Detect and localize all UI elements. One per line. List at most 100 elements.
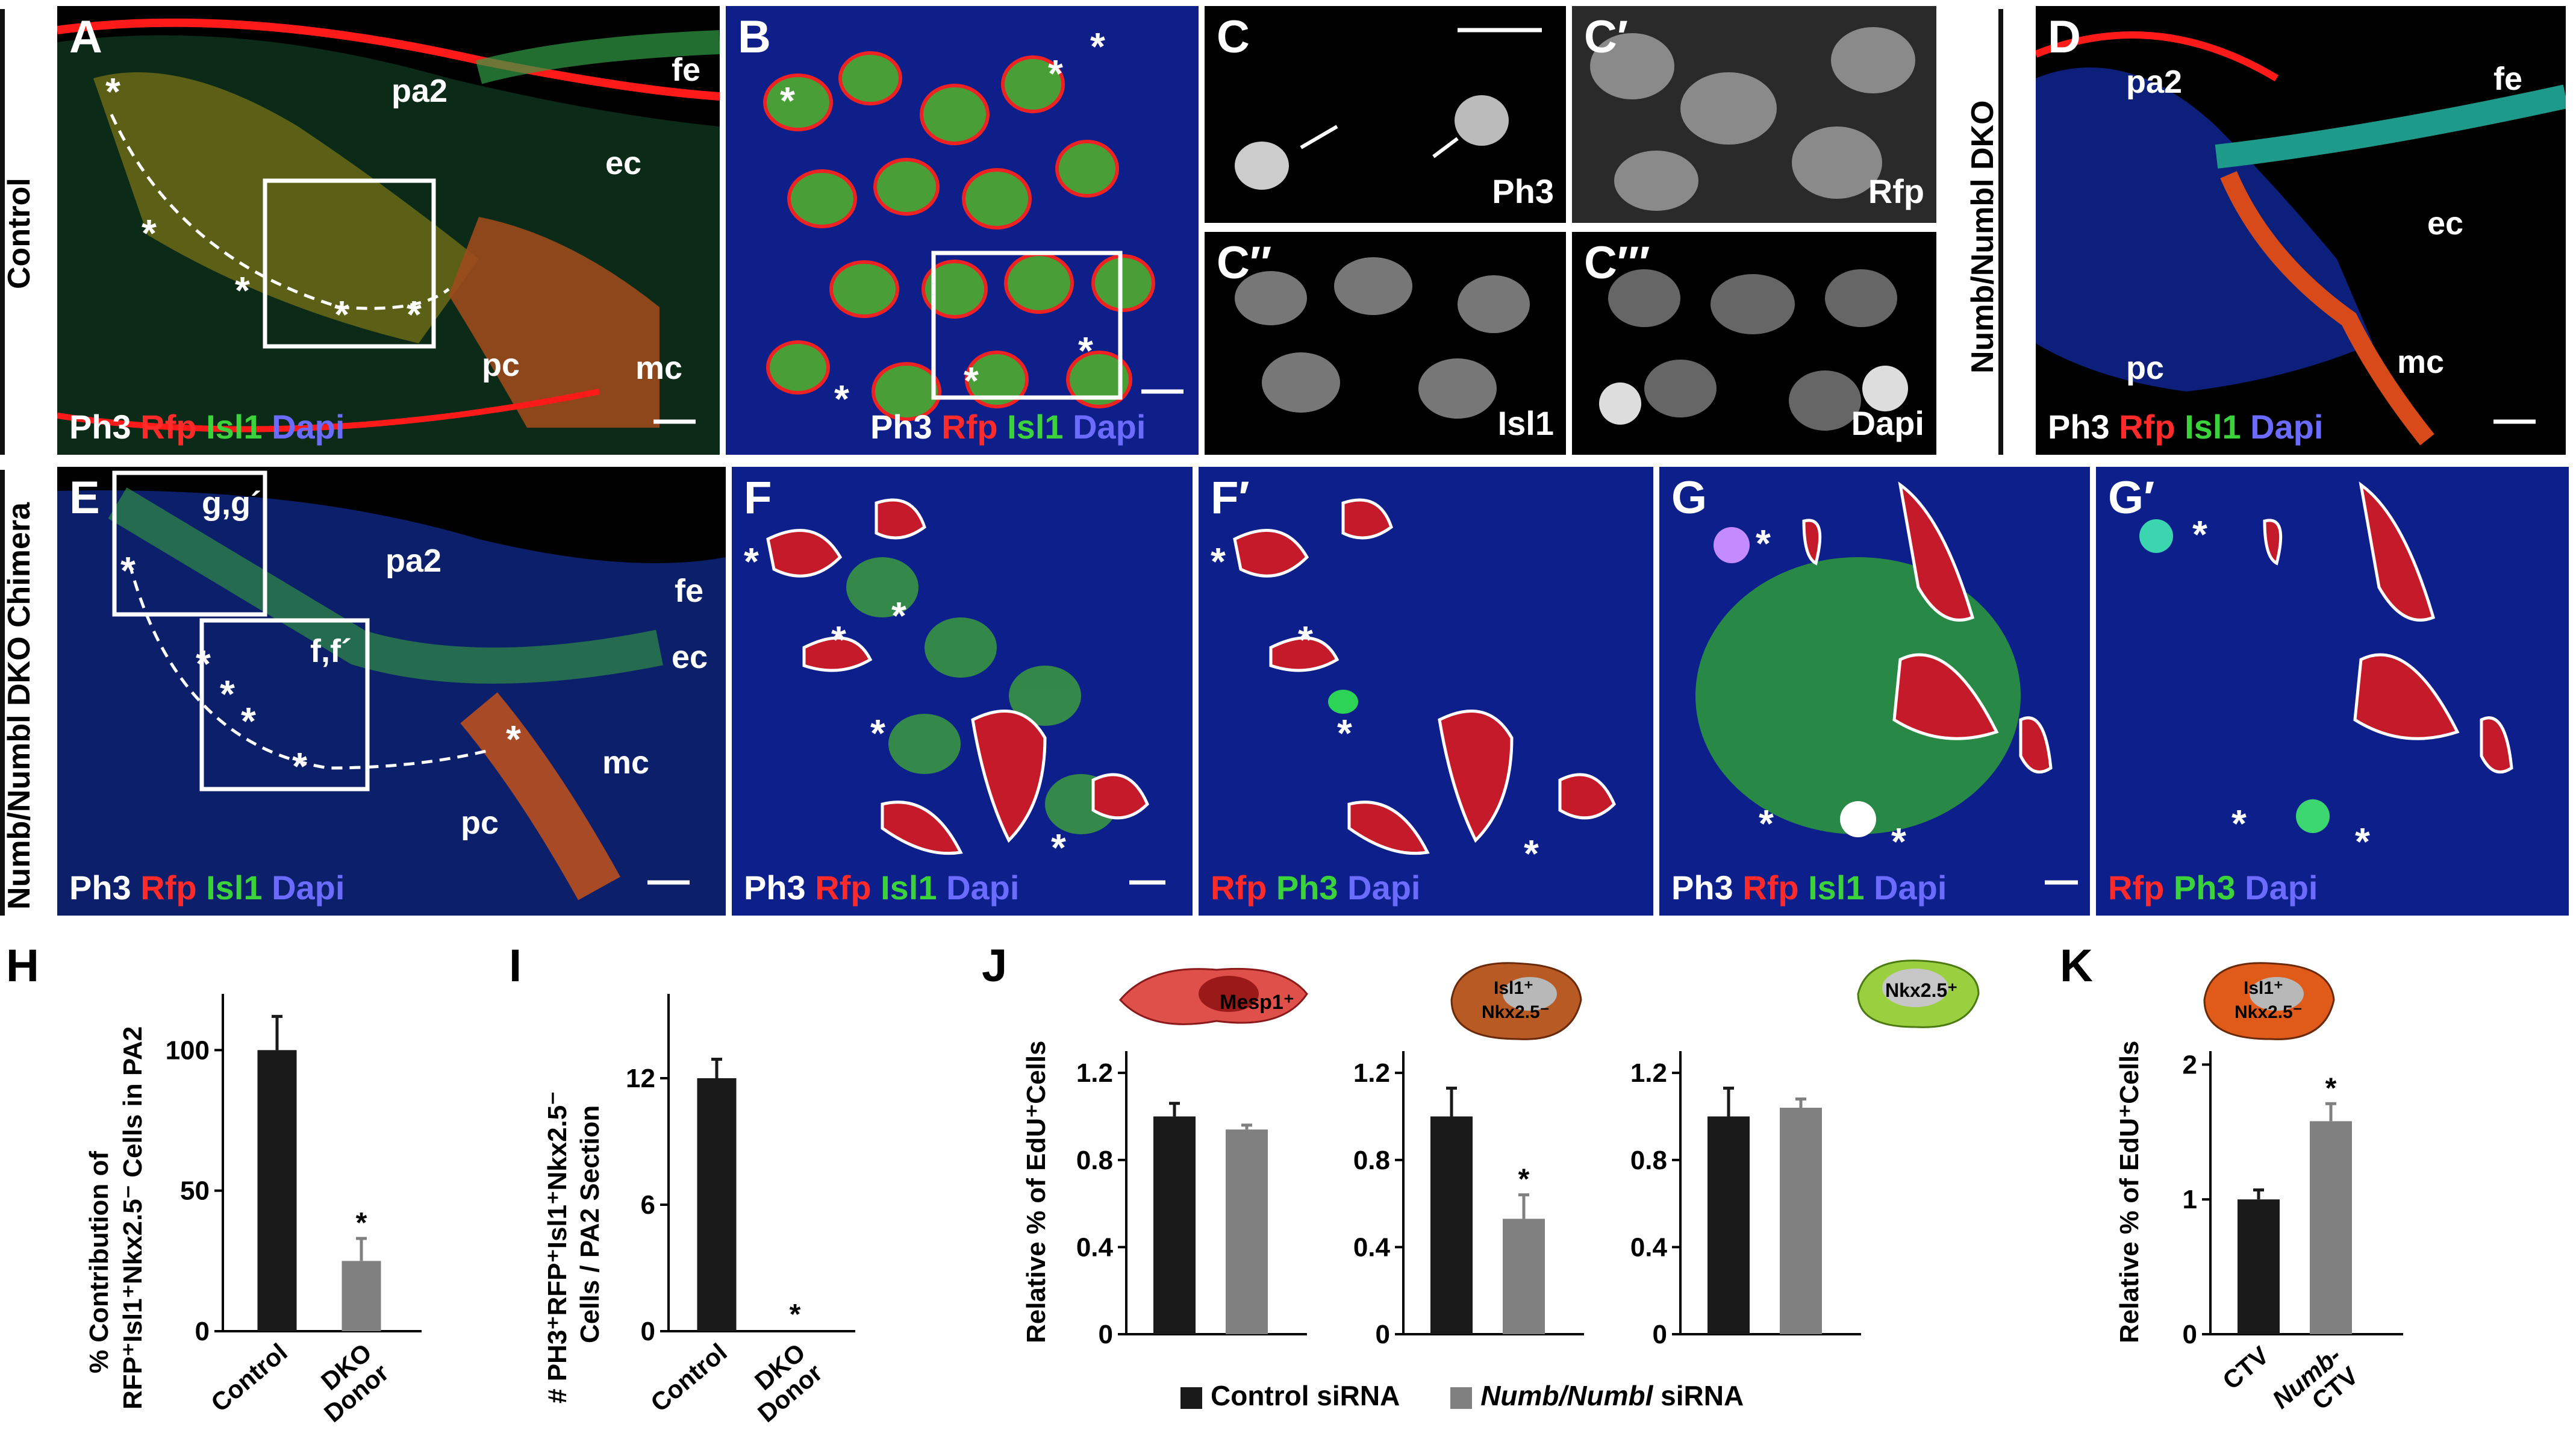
panel-b: B * * * * * * Ph3 Rfp Isl1 Dapi <box>726 6 1199 455</box>
channel-legend: Ph3 Rfp Isl1 Dapi <box>69 869 345 907</box>
bar <box>1780 1108 1822 1334</box>
panel-c-triple-prime-letter: C′′′ <box>1584 237 1650 289</box>
svg-text:Mesp1⁺: Mesp1⁺ <box>1220 991 1294 1014</box>
x-category-label: Control <box>645 1338 732 1417</box>
label-pa2: pa2 <box>385 543 442 579</box>
channel-legend: Ph3 Rfp Isl1 Dapi <box>2048 408 2324 446</box>
y-tick-label: 0.8 <box>1630 1146 1667 1175</box>
panel-c-triple-prime: C′′′ Dapi <box>1572 232 1936 455</box>
bar <box>2238 1199 2280 1334</box>
chart-h: 0 50 100 Control * DKODonor <box>166 994 422 1428</box>
panel-g-prime-letter: G′ <box>2108 472 2155 523</box>
k-cell-icon: Isl1⁺ Nkx2.5⁻ <box>2203 962 2335 1040</box>
y-tick-label: 1.2 <box>1353 1058 1390 1088</box>
y-tick-label: 1 <box>2183 1185 2197 1214</box>
svg-text:Nkx2.5⁻: Nkx2.5⁻ <box>1482 1002 1550 1022</box>
significance-asterisk: * <box>356 1207 367 1239</box>
chart-j3: 0 0.4 0.8 1.2 <box>1630 1051 1861 1349</box>
side-label-control: Control <box>2 178 37 289</box>
y-tick-label: 0.4 <box>1630 1232 1668 1262</box>
legend-swatch-numb <box>1450 1387 1473 1409</box>
asterisk: * <box>780 79 795 122</box>
asterisk: * <box>1090 25 1105 68</box>
y-tick-label: 100 <box>166 1035 210 1065</box>
legend-swatch-control <box>1180 1387 1202 1409</box>
asterisk: * <box>220 672 235 716</box>
asterisk: * <box>831 618 846 661</box>
bar <box>1707 1116 1750 1334</box>
panel-d-letter: D <box>2048 11 2081 63</box>
asterisk: * <box>334 293 349 336</box>
panel-e: E g,g´ f,f´ pa2 fe ec mc pc * * * * * * … <box>57 467 726 916</box>
asterisk: * <box>506 717 521 761</box>
y-tick-label: 50 <box>180 1176 210 1206</box>
panel-g-letter: G <box>1671 472 1707 523</box>
y-tick-label: 0 <box>1653 1320 1667 1349</box>
significance-asterisk: * <box>790 1299 801 1331</box>
bar <box>341 1261 381 1331</box>
bar <box>257 1050 297 1331</box>
channel-legend: Rfp Ph3 Dapi <box>2108 869 2318 907</box>
asterisk: * <box>407 293 422 336</box>
bar <box>1430 1116 1473 1334</box>
panel-a-letter: A <box>69 11 102 63</box>
x-category-label: Numb-CTV <box>2267 1341 2363 1422</box>
panel-c: C Ph3 <box>1205 6 1566 223</box>
asterisk: * <box>1756 522 1771 565</box>
panel-c-prime: C′ Rfp <box>1572 6 1936 223</box>
asterisk: * <box>744 540 759 583</box>
panel-b-image <box>726 6 1199 455</box>
asterisk: * <box>120 549 136 592</box>
bar <box>1226 1129 1268 1334</box>
label-f: f,f´ <box>310 633 352 669</box>
asterisk: * <box>1048 52 1063 95</box>
y-tick-label: 0 <box>1099 1320 1113 1349</box>
panel-f-prime-letter: F′ <box>1211 472 1250 523</box>
row2-divider <box>0 470 5 916</box>
chart-j-ylabel: Relative % of EdU⁺Cells <box>1021 1040 1051 1343</box>
channel-legend: Ph3 Rfp Isl1 Dapi <box>870 408 1146 446</box>
channel-legend: Ph3 Rfp Isl1 Dapi <box>1671 869 1947 907</box>
label-pc: pc <box>461 805 499 841</box>
asterisk: * <box>105 70 120 113</box>
bar <box>697 1078 737 1331</box>
asterisk: * <box>1298 618 1313 661</box>
asterisk: * <box>196 642 211 685</box>
channel-ph3: Ph3 <box>1492 172 1554 210</box>
chart-k-letter: K <box>2060 940 2093 991</box>
chart-j2: 0 0.4 0.8 1.2 * <box>1353 1051 1584 1349</box>
asterisk: * <box>2355 820 2370 863</box>
panel-a: A pa2 fe ec pc mc * * * * * Ph3 Rfp Isl1… <box>57 6 720 455</box>
chart-i-ylabel-2: Cells / PA2 Section <box>575 1105 605 1343</box>
label-pc: pc <box>482 347 520 383</box>
asterisk: * <box>964 359 979 402</box>
label-fe: fe <box>675 573 704 609</box>
y-tick-label: 0 <box>1376 1320 1390 1349</box>
panel-d: D pa2 fe ec pc mc Ph3 Rfp Isl1 Dapi <box>2036 6 2566 455</box>
y-tick-label: 1.2 <box>1630 1058 1667 1088</box>
y-tick-label: 0.8 <box>1353 1146 1390 1175</box>
significance-asterisk: * <box>1518 1164 1530 1196</box>
asterisk: * <box>2192 513 2207 556</box>
channel-isl1: Isl1 <box>1497 404 1554 442</box>
y-tick-label: 6 <box>641 1190 655 1220</box>
panel-f-prime: F′ * * * * Rfp Ph3 Dapi <box>1199 467 1653 916</box>
channel-dapi: Dapi <box>1851 404 1924 442</box>
asterisk: * <box>2231 802 2247 845</box>
y-tick-label: 0 <box>2183 1320 2197 1349</box>
nkx-cell-icon: Nkx2.5⁺ <box>1857 960 1980 1028</box>
x-category-label: DKODonor <box>735 1338 828 1428</box>
bar <box>2310 1121 2352 1334</box>
y-tick-label: 1.2 <box>1076 1058 1113 1088</box>
svg-text:Nkx2.5⁺: Nkx2.5⁺ <box>1885 979 1957 1001</box>
label-mc: mc <box>602 745 650 781</box>
x-category-label: CTV <box>2217 1341 2274 1395</box>
asterisk: * <box>1078 329 1093 372</box>
panel-c-prime-letter: C′ <box>1584 11 1629 63</box>
asterisk: * <box>834 377 849 420</box>
y-tick-label: 0 <box>195 1317 210 1346</box>
chart-h-ylabel-1: % Contribution of <box>84 1150 114 1373</box>
label-mc: mc <box>2397 344 2445 380</box>
asterisk: * <box>235 269 250 312</box>
panel-f-letter: F <box>744 472 772 523</box>
